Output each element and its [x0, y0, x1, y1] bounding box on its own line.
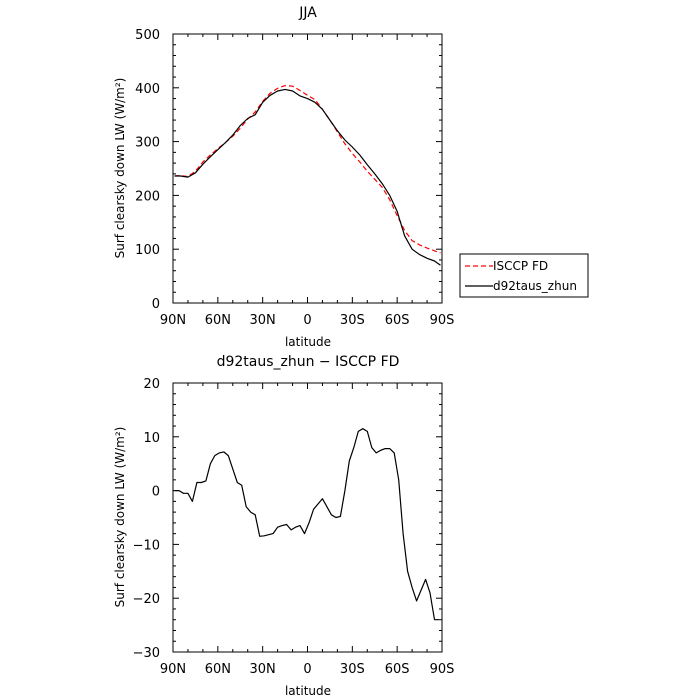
legend: ISCCP FD d92taus_zhun — [459, 253, 589, 298]
top-series-lines — [174, 84, 441, 266]
top-y-tick-label: 200 — [135, 189, 160, 204]
top-x-tick-label: 90S — [430, 313, 455, 328]
top-x-axis-label: latitude — [285, 335, 331, 349]
bottom-x-axis-label: latitude — [285, 684, 331, 698]
bottom-y-tick-label: 0 — [152, 485, 160, 500]
top-y-tick-label: 400 — [135, 82, 160, 97]
top-y-tick-label: 100 — [135, 243, 160, 258]
bottom-x-tick-label: 90N — [160, 662, 186, 677]
legend-box — [459, 253, 589, 298]
legend-label-d92taus-zhun: d92taus_zhun — [493, 279, 577, 293]
bottom-y-tick-label: 20 — [143, 377, 160, 392]
top-series-line-d92taus-zhun — [174, 88, 441, 266]
bottom-y-axis-label: Surf clearsky down LW (W/m²) — [113, 427, 127, 608]
top-x-tick-label: 0 — [303, 313, 311, 328]
bottom-y-tick-label: −30 — [133, 646, 160, 661]
bottom-x-tick-label: 30N — [250, 662, 276, 677]
top-y-axis-label: Surf clearsky down LW (W/m²) — [113, 78, 127, 259]
bottom-chart-panel: d92taus_zhun − ISCCP FD 90N 60N 30N 0 30S 60S… — [113, 354, 454, 698]
top-chart-title: JJA — [298, 5, 317, 21]
top-x-tick-label: 90N — [160, 313, 186, 328]
bottom-x-tick-label: 90S — [430, 662, 455, 677]
top-axis-ticks: 90N 60N 30N 0 30S 60S 90S 0 100 200 300 400 500 — [135, 28, 454, 328]
top-x-tick-label: 60N — [205, 313, 231, 328]
top-y-tick-label: 500 — [135, 28, 160, 43]
top-x-tick-label: 60S — [385, 313, 410, 328]
top-x-tick-label: 30S — [340, 313, 365, 328]
top-series-line-isccp-fd — [174, 84, 441, 254]
top-plot-frame — [172, 33, 443, 304]
bottom-axis-ticks: 90N 60N 30N 0 30S 60S 90S −30 −20 −10 0 10 20 — [133, 377, 455, 677]
bottom-x-tick-label: 60N — [205, 662, 231, 677]
bottom-series-line-0 — [174, 428, 439, 621]
top-y-tick-label: 0 — [152, 297, 160, 312]
top-chart-panel: JJA 90N 60N 30N 0 30S 60S 90S0100200300400500 … — [113, 5, 589, 349]
top-x-tick-label: 30N — [250, 313, 276, 328]
bottom-y-tick-label: −20 — [133, 592, 160, 607]
top-y-tick-label: 300 — [135, 136, 160, 151]
bottom-y-tick-label: 10 — [143, 431, 160, 446]
bottom-x-tick-label: 0 — [303, 662, 311, 677]
bottom-series-lines — [174, 428, 439, 621]
bottom-chart-title: d92taus_zhun − ISCCP FD — [217, 354, 400, 370]
bottom-y-tick-label: −10 — [133, 538, 160, 553]
bottom-x-tick-label: 60S — [385, 662, 410, 677]
bottom-x-tick-label: 30S — [340, 662, 365, 677]
legend-label-isccp-fd: ISCCP FD — [493, 259, 548, 273]
